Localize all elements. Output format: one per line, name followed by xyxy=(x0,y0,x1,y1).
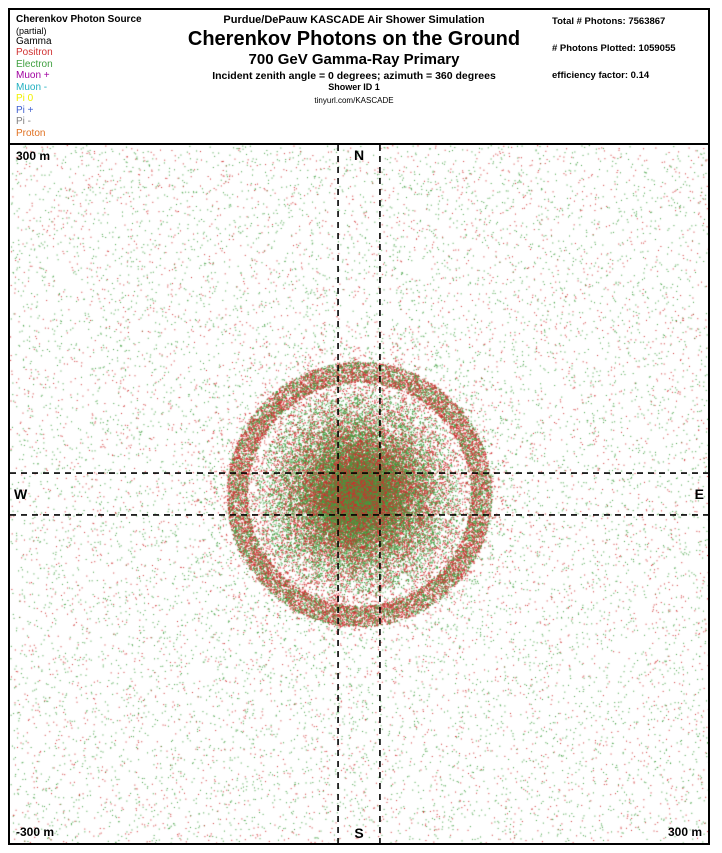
legend-title: Cherenkov Photon Source xyxy=(16,14,156,26)
corner-bottom-left: -300 m xyxy=(16,825,54,839)
efficiency-factor: efficiency factor: 0.14 xyxy=(552,70,702,81)
corner-bottom-right: 300 m xyxy=(668,825,702,839)
supertitle: Purdue/DePauw KASCADE Air Shower Simulat… xyxy=(162,14,546,26)
angles-line: Incident zenith angle = 0 degrees; azimu… xyxy=(162,70,546,82)
legend-item: Pi 0 xyxy=(16,93,156,105)
legend-item: Proton xyxy=(16,128,156,140)
legend-item: Muon - xyxy=(16,82,156,94)
header-row: Cherenkov Photon Source (partial) GammaP… xyxy=(10,10,708,145)
legend-item: Electron xyxy=(16,59,156,71)
legend-subtitle: (partial) xyxy=(16,26,156,36)
corner-top-left: 300 m xyxy=(16,149,50,163)
legend-item: Gamma xyxy=(16,36,156,48)
url-line: tinyurl.com/KASCADE xyxy=(162,96,546,105)
title-column: Purdue/DePauw KASCADE Air Shower Simulat… xyxy=(160,10,548,143)
total-photons: Total # Photons: 7563867 xyxy=(552,16,702,27)
plotted-photons: # Photons Plotted: 1059055 xyxy=(552,43,702,54)
shower-id: Shower ID 1 xyxy=(162,82,546,92)
compass-s: S xyxy=(354,825,363,841)
scatter-plot: 300 m -300 m 300 m N S W E xyxy=(10,145,708,843)
legend-items: GammaPositronElectronMuon +Muon -Pi 0Pi … xyxy=(16,36,156,140)
legend-column: Cherenkov Photon Source (partial) GammaP… xyxy=(10,10,160,143)
legend-item: Positron xyxy=(16,47,156,59)
legend-item: Pi + xyxy=(16,105,156,117)
compass-e: E xyxy=(695,486,704,502)
subtitle: 700 GeV Gamma-Ray Primary xyxy=(162,51,546,68)
legend-item: Muon + xyxy=(16,70,156,82)
compass-n: N xyxy=(354,147,364,163)
legend-item: Pi - xyxy=(16,116,156,128)
compass-w: W xyxy=(14,486,27,502)
main-title: Cherenkov Photons on the Ground xyxy=(162,28,546,51)
figure-frame: Cherenkov Photon Source (partial) GammaP… xyxy=(8,8,710,845)
stats-column: Total # Photons: 7563867 # Photons Plott… xyxy=(548,10,708,143)
dash-overlay xyxy=(10,145,708,843)
